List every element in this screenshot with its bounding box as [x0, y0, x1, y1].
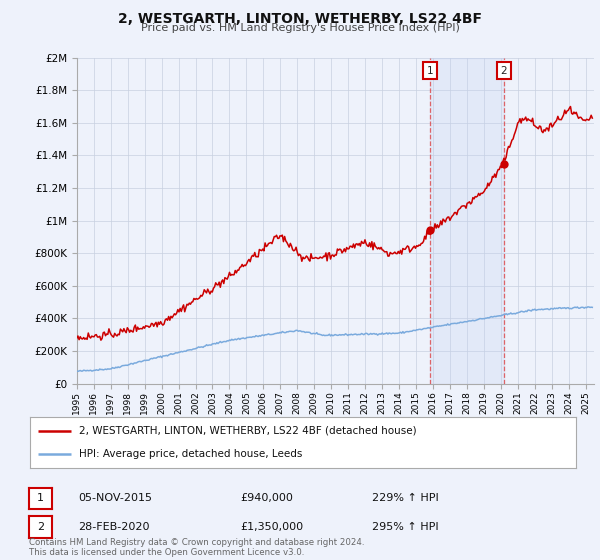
Text: £940,000: £940,000: [240, 493, 293, 503]
Text: 28-FEB-2020: 28-FEB-2020: [78, 522, 149, 532]
Text: 2: 2: [37, 522, 44, 532]
Text: 295% ↑ HPI: 295% ↑ HPI: [372, 522, 439, 532]
Text: Contains HM Land Registry data © Crown copyright and database right 2024.: Contains HM Land Registry data © Crown c…: [29, 538, 364, 547]
Text: 1: 1: [37, 493, 44, 503]
Text: 2, WESTGARTH, LINTON, WETHERBY, LS22 4BF (detached house): 2, WESTGARTH, LINTON, WETHERBY, LS22 4BF…: [79, 426, 417, 436]
Text: Price paid vs. HM Land Registry's House Price Index (HPI): Price paid vs. HM Land Registry's House …: [140, 23, 460, 33]
Text: HPI: Average price, detached house, Leeds: HPI: Average price, detached house, Leed…: [79, 449, 302, 459]
Text: 229% ↑ HPI: 229% ↑ HPI: [372, 493, 439, 503]
Text: 1: 1: [427, 66, 434, 76]
Text: 05-NOV-2015: 05-NOV-2015: [78, 493, 152, 503]
Text: £1,350,000: £1,350,000: [240, 522, 303, 532]
Text: 2, WESTGARTH, LINTON, WETHERBY, LS22 4BF: 2, WESTGARTH, LINTON, WETHERBY, LS22 4BF: [118, 12, 482, 26]
Text: 2: 2: [500, 66, 507, 76]
Text: This data is licensed under the Open Government Licence v3.0.: This data is licensed under the Open Gov…: [29, 548, 304, 557]
Bar: [430, 58, 503, 384]
